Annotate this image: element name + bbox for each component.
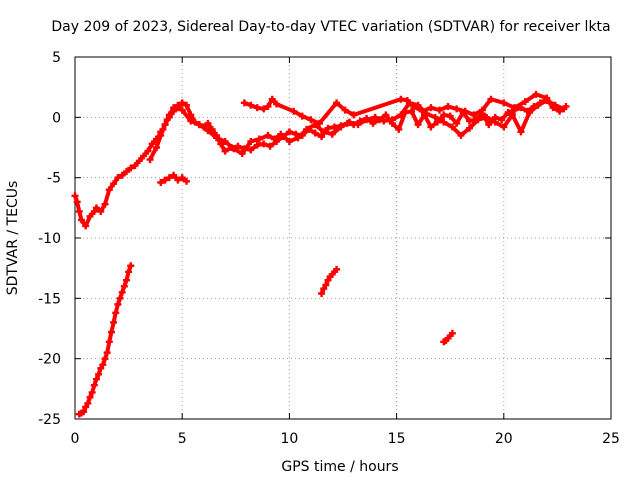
y-tick-label: 5: [52, 50, 61, 66]
x-tick-label: 0: [71, 431, 80, 447]
x-tick-label: 10: [280, 431, 298, 447]
series-steep-rise: [75, 262, 135, 418]
series-segment-17h: [440, 329, 456, 346]
series-trace: [159, 173, 188, 185]
data-points: [71, 90, 570, 418]
series-upper-cluster: [240, 90, 557, 127]
series-segment-12h: [318, 265, 341, 298]
series-main: [71, 95, 570, 230]
series-trace: [243, 92, 555, 126]
y-tick-label: -25: [38, 412, 61, 428]
series-trace: [78, 265, 133, 416]
series-trace: [319, 268, 339, 295]
y-tick-label: -20: [38, 352, 61, 368]
chart-title: Day 209 of 2023, Sidereal Day-to-day VTE…: [51, 19, 610, 35]
y-tick-label: -5: [47, 171, 61, 187]
series-trace: [442, 331, 454, 344]
series-dip: [157, 171, 190, 186]
x-axis-label: GPS time / hours: [281, 459, 398, 475]
x-tick-label: 5: [178, 431, 187, 447]
series-trace: [148, 98, 565, 161]
y-tick-label: -10: [38, 231, 61, 247]
series-trace: [73, 97, 568, 228]
x-tick-label: 25: [602, 431, 620, 447]
series-upper-branch: [146, 96, 568, 164]
axis-ticks: 0 5 10 15 20 25 5 0 -5 -10 -15 -20 -25: [38, 50, 620, 447]
y-tick-label: -15: [38, 291, 61, 307]
x-tick-label: 15: [388, 431, 406, 447]
y-tick-label: 0: [52, 110, 61, 126]
x-tick-label: 20: [495, 431, 513, 447]
y-axis-label: SDTVAR / TECUs: [5, 181, 21, 296]
